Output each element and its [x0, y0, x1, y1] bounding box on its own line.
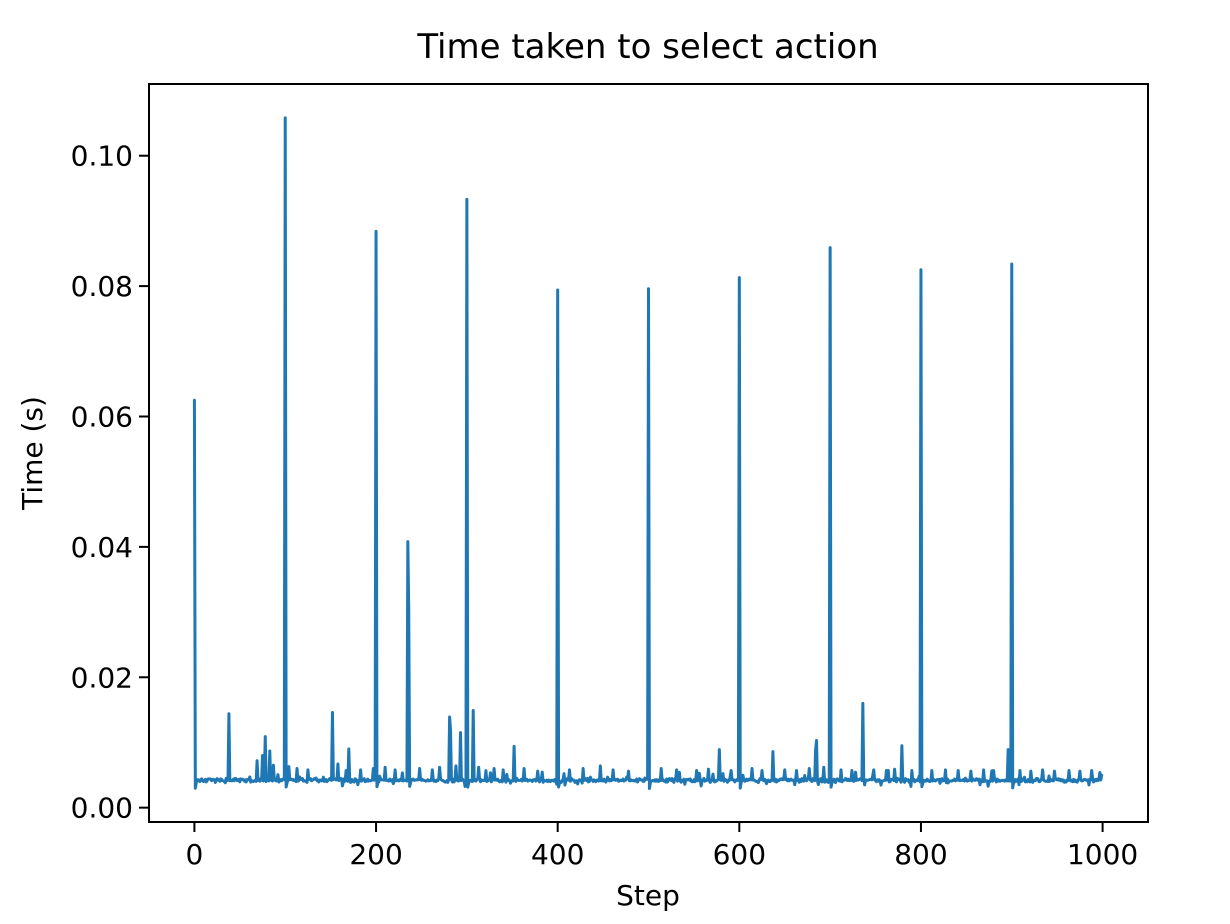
chart-title: Time taken to select action [416, 27, 878, 67]
x-axis-label: Step [616, 879, 680, 912]
y-tick-label: 0.10 [71, 140, 133, 173]
y-tick-label: 0.00 [71, 792, 133, 825]
y-axis-label: Time (s) [16, 396, 49, 511]
y-tick-label: 0.08 [71, 270, 133, 303]
y-tick-label: 0.06 [71, 400, 133, 433]
plot-border [148, 83, 1149, 823]
x-tick-label: 800 [894, 838, 947, 871]
x-tick-label: 600 [713, 838, 766, 871]
x-tick-label: 0 [185, 838, 203, 871]
y-tick-label: 0.02 [71, 661, 133, 694]
axis-ticks: 0 200 400 600 800 1000 0.00 0.02 0.04 0.06 0.08 0.1… [71, 140, 1139, 871]
time-series-line [192, 116, 1104, 790]
x-tick-label: 1000 [1067, 838, 1138, 871]
x-tick-label: 200 [349, 838, 402, 871]
y-tick-label: 0.04 [71, 531, 133, 564]
x-tick-label: 400 [531, 838, 584, 871]
